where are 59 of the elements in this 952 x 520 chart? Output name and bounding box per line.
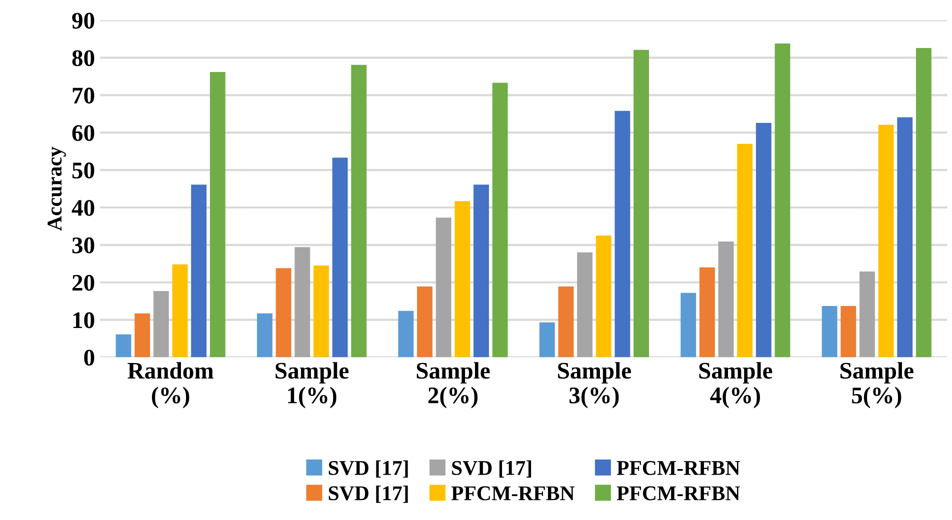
y-tick-label: 10 [73, 312, 94, 328]
bar [172, 264, 188, 358]
x-tick-label: Sample 5(%) [840, 362, 914, 408]
bar [634, 50, 649, 358]
bar [153, 290, 169, 358]
x-tick-label: Sample 3(%) [558, 362, 631, 408]
bar [436, 218, 452, 358]
legend-label: SVD [17] [328, 460, 408, 478]
bar [134, 313, 150, 358]
bar [210, 72, 226, 358]
bar [313, 266, 329, 358]
bar [878, 124, 894, 358]
bar [840, 306, 856, 358]
bar [774, 43, 790, 358]
legend-label: SVD [17] [328, 486, 408, 503]
x-tick-label: Sample 4(%) [699, 362, 772, 408]
y-tick-label: 30 [72, 237, 94, 254]
bar [417, 286, 432, 358]
bar [897, 117, 913, 358]
bar [614, 110, 630, 358]
y-tick-label: 60 [72, 125, 94, 142]
bar [474, 184, 489, 358]
bar [492, 82, 508, 358]
bar [454, 201, 470, 358]
bar [718, 242, 734, 358]
y-tick-label: 90 [72, 12, 94, 29]
y-tick-label: 20 [72, 274, 94, 291]
bar [577, 252, 593, 358]
bar [539, 322, 555, 358]
legend-label: PFCM-RFBN [451, 486, 575, 500]
x-tick-label: Sample 2(%) [416, 362, 490, 408]
bar [680, 292, 696, 358]
x-tick-label: Sample 1(%) [276, 362, 349, 408]
y-tick-label: 80 [72, 50, 94, 66]
bar [756, 122, 772, 358]
bar [116, 334, 132, 358]
bar [596, 236, 612, 358]
bar [276, 268, 292, 358]
legend-label: SVD [17] [452, 460, 532, 478]
y-tick-label: 40 [72, 200, 94, 216]
bar [398, 310, 414, 358]
bar [916, 48, 932, 358]
bar [332, 158, 348, 358]
bar [822, 306, 838, 358]
bar [737, 144, 753, 358]
legend-label: PFCM-RFBN [616, 461, 740, 476]
legend-label: PFCM-RFBN [616, 486, 740, 500]
bar [191, 184, 207, 358]
y-axis-title: Accuracy [48, 146, 66, 231]
bar [860, 272, 875, 358]
y-tick-label: 0 [84, 350, 94, 366]
y-tick-label: 50 [72, 162, 94, 178]
bar [294, 247, 310, 358]
bar [256, 313, 272, 358]
x-tick-label: Random (%) [128, 362, 214, 408]
bar [351, 64, 367, 358]
bar [699, 267, 715, 358]
y-tick-label: 70 [72, 88, 94, 104]
bar [558, 286, 574, 358]
